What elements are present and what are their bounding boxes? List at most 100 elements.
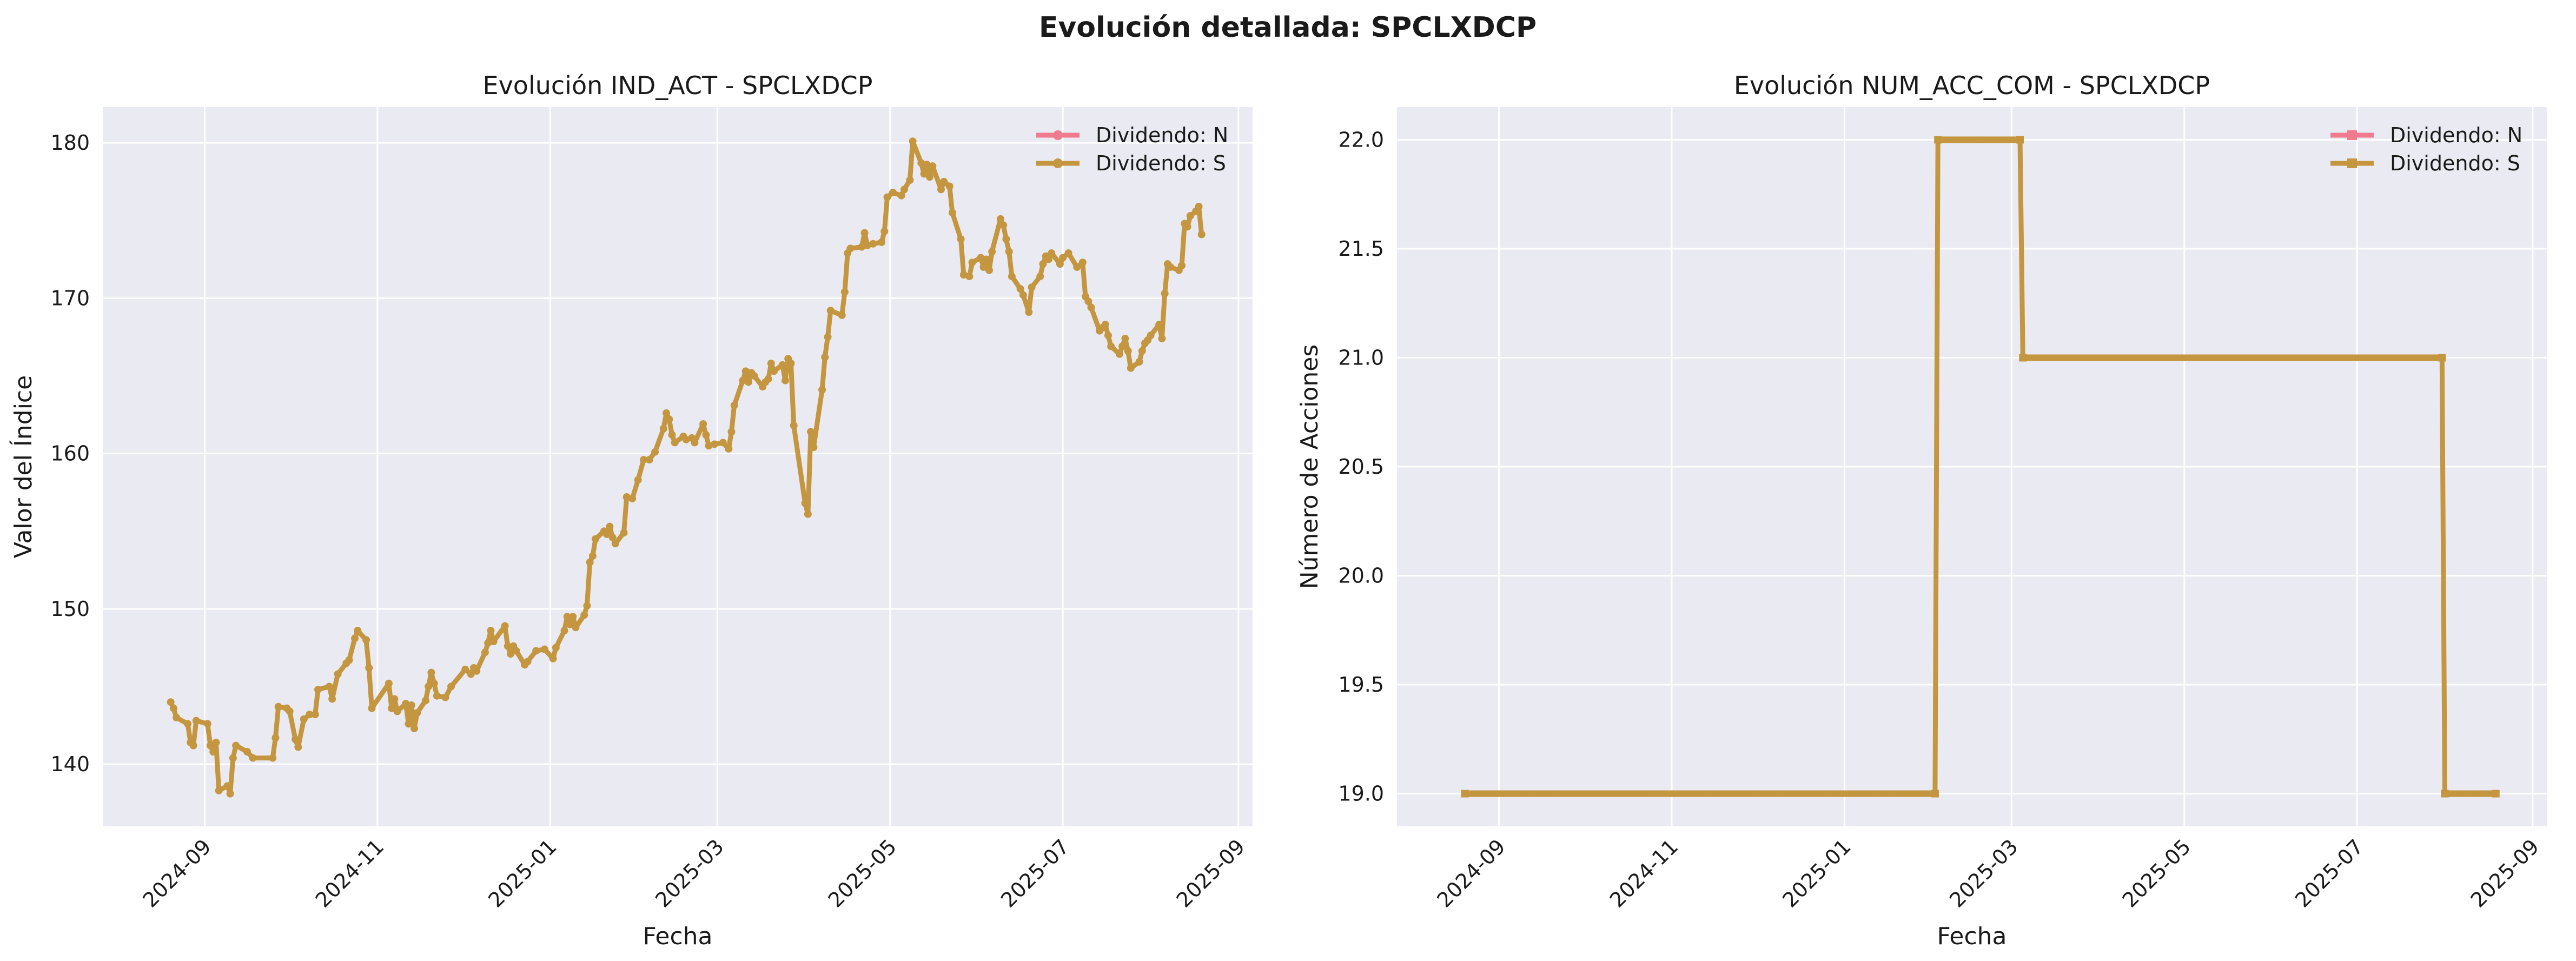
series-point	[1073, 263, 1081, 271]
series-point	[863, 241, 871, 249]
legend-swatch-marker	[1053, 158, 1063, 168]
series-point	[580, 611, 588, 619]
series-point	[524, 658, 532, 666]
series-point	[702, 431, 710, 439]
series-point	[1161, 289, 1169, 297]
series-point	[552, 644, 560, 652]
series-point	[184, 720, 192, 728]
series-point	[269, 754, 277, 762]
series-point	[2441, 790, 2449, 798]
series-point	[334, 670, 342, 678]
series-point	[1087, 303, 1095, 312]
series-point	[1016, 285, 1024, 293]
series-point	[979, 263, 988, 271]
series-point	[883, 193, 891, 201]
series-point	[2019, 354, 2027, 362]
series-point	[294, 743, 302, 751]
series-point	[1124, 347, 1132, 355]
series-point	[362, 636, 370, 644]
series-point	[223, 782, 231, 790]
series-point	[705, 442, 713, 450]
series-point	[169, 704, 177, 712]
grid-ind-act	[103, 107, 1253, 826]
series-point	[996, 215, 1004, 223]
legend-swatch-marker	[2347, 130, 2357, 140]
series-point	[926, 173, 934, 181]
series-point	[1059, 254, 1067, 262]
series-point	[711, 440, 719, 448]
series-point	[659, 425, 667, 433]
series-point	[1107, 342, 1115, 350]
series-point	[481, 648, 489, 657]
plot-ind-act: 2024-09 2024-11 2025-01 2025-03 2025-05 2025-…	[9, 71, 1253, 950]
series-point	[807, 428, 815, 436]
x-axis-label-ind-act: Fecha	[643, 923, 712, 950]
series-point	[2438, 354, 2446, 362]
series-point	[1121, 335, 1129, 343]
series-point	[764, 375, 772, 383]
series-point	[1101, 321, 1109, 329]
series-point	[325, 682, 333, 691]
legend-swatch-marker	[2347, 158, 2357, 168]
series-point	[628, 494, 637, 502]
series-point	[390, 695, 399, 703]
series-point	[365, 664, 373, 672]
series-line-num-acc-com	[1462, 137, 2499, 796]
series-point	[1155, 321, 1163, 329]
series-point	[770, 367, 778, 375]
series-point	[447, 682, 455, 691]
series-point	[957, 235, 965, 243]
series-point	[1104, 332, 1112, 340]
series-point	[909, 137, 917, 145]
series-point	[1115, 350, 1123, 358]
series-point	[1934, 136, 1942, 144]
series-point	[1931, 790, 1939, 798]
series-point	[209, 748, 217, 756]
series-point	[603, 530, 611, 538]
series-point	[824, 333, 832, 341]
series-point	[1056, 260, 1064, 268]
series-point	[1048, 249, 1056, 257]
y-tick-label: 180	[50, 131, 90, 155]
chart-title-ind-act: Evolución IND_ACT - SPCLXDCP	[483, 71, 873, 100]
series-point	[405, 720, 413, 728]
series-point	[306, 711, 314, 719]
series-point	[929, 162, 937, 170]
y-tick-label: 21.5	[1338, 237, 1384, 261]
series-point	[878, 238, 886, 246]
series-point	[1039, 260, 1047, 268]
legend-label: Dividendo: S	[2390, 151, 2520, 175]
series-point	[906, 176, 914, 184]
series-point	[1019, 291, 1027, 299]
series-point	[948, 209, 956, 217]
series-point	[640, 456, 648, 464]
series-point	[668, 431, 676, 439]
series-point	[937, 185, 945, 194]
series-point	[940, 177, 948, 185]
series-point	[2016, 136, 2024, 144]
series-point	[569, 613, 577, 621]
series-point	[328, 695, 336, 703]
series-point	[292, 735, 300, 744]
series-point	[549, 654, 557, 662]
series-point	[212, 738, 220, 746]
series-point	[274, 702, 282, 711]
series-point	[1127, 364, 1135, 372]
series-point	[430, 679, 438, 687]
series-point	[691, 439, 699, 447]
series-point	[461, 665, 469, 673]
series-point	[385, 679, 393, 687]
series-point	[945, 182, 953, 190]
series-point	[532, 647, 540, 655]
y-tick-label: 20.0	[1338, 564, 1384, 588]
series-point	[920, 170, 928, 178]
series-point	[393, 707, 401, 715]
series-point	[243, 748, 251, 756]
series-point	[750, 372, 758, 380]
series-point	[1158, 335, 1166, 343]
series-point	[402, 700, 410, 708]
series-point	[858, 243, 866, 251]
series-point	[790, 421, 798, 429]
series-point	[1025, 308, 1033, 316]
series-point	[1002, 235, 1010, 243]
